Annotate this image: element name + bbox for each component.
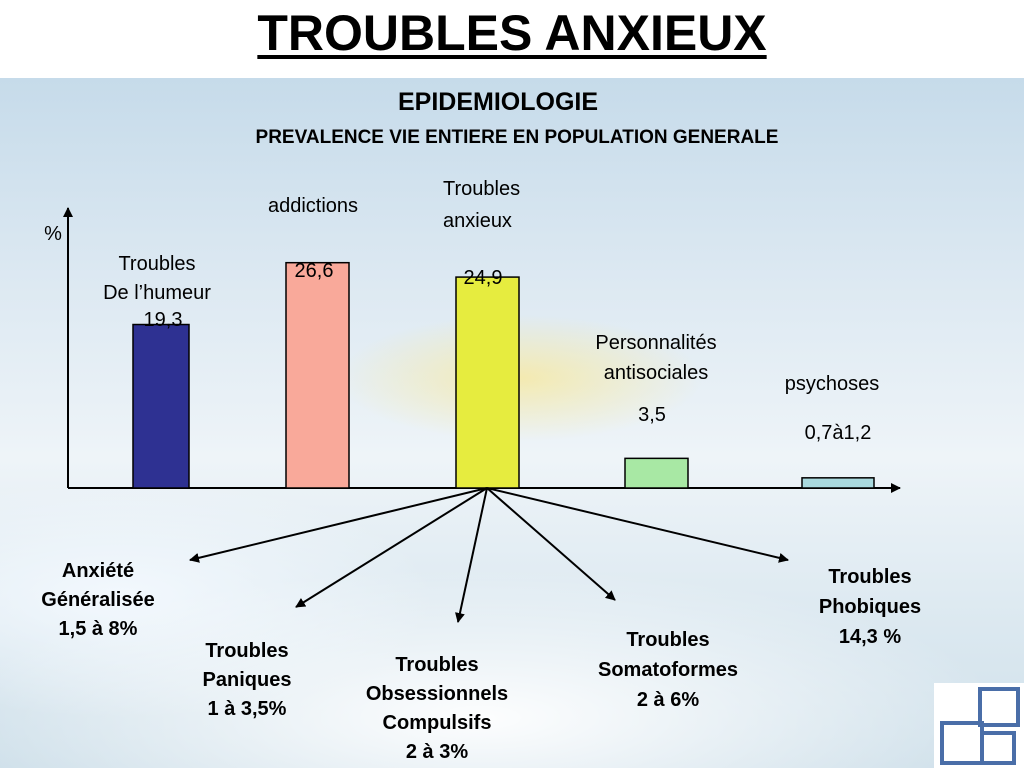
bar-2 — [285, 261, 350, 489]
breakdown-label-2: Paniques — [203, 669, 292, 691]
bar-5 — [801, 477, 875, 489]
breakdown-label-3: Obsessionnels — [366, 683, 508, 705]
bar-4 — [624, 457, 689, 489]
breakdown-label-3: Troubles — [395, 654, 478, 676]
breakdown-label-1: Généralisée — [41, 589, 154, 611]
breakdown-label-5: Phobiques — [819, 596, 921, 618]
breakdown-arrow-1 — [189, 487, 488, 563]
bar-1 — [132, 323, 190, 489]
breakdown-label-4: Troubles — [626, 629, 709, 651]
breakdown-label-2: Troubles — [205, 640, 288, 662]
breakdown-arrow-3 — [455, 487, 488, 623]
category-label-4: Personnalités — [595, 332, 716, 354]
value-label-5: 0,7à1,2 — [805, 422, 872, 444]
breakdown-label-3: 2 à 3% — [406, 741, 468, 763]
breakdown-label-1: 1,5 à 8% — [59, 618, 138, 640]
breakdown-label-1: Anxiété — [62, 560, 134, 582]
value-label-1: 19,3 — [144, 309, 183, 331]
breakdown-arrow-4 — [486, 487, 616, 601]
breakdown-label-5: 14,3 % — [839, 626, 901, 648]
category-label-1: De l’humeur — [103, 282, 211, 304]
value-label-3: 24,9 — [464, 267, 503, 289]
breakdown-label-2: 1 à 3,5% — [208, 698, 287, 720]
logo-icon — [934, 683, 1024, 768]
breakdown-label-5: Troubles — [828, 566, 911, 588]
value-label-4: 3,5 — [638, 404, 666, 426]
breakdown-label-3: Compulsifs — [383, 712, 492, 734]
subtitle: EPIDEMIOLOGIE — [397, 88, 599, 116]
category-label-5: psychoses — [785, 373, 880, 395]
subtitle-prevalence: PREVALENCE VIE ENTIERE EN POPULATION GEN… — [255, 127, 779, 148]
bar-3 — [455, 276, 520, 489]
category-label-3: anxieux — [443, 210, 512, 232]
category-label-4: antisociales — [604, 362, 709, 384]
category-label-3: Troubles — [443, 178, 520, 200]
page-title: TROUBLES ANXIEUX — [257, 5, 767, 61]
breakdown-arrow-2 — [295, 487, 488, 608]
value-label-2: 26,6 — [295, 260, 334, 282]
breakdown-label-4: 2 à 6% — [637, 689, 699, 711]
category-label-1: Troubles — [118, 253, 195, 275]
category-label-2: addictions — [268, 195, 358, 217]
breakdown-arrow-5 — [486, 487, 789, 563]
y-axis-label: % — [44, 223, 62, 245]
breakdown-label-4: Somatoformes — [598, 659, 738, 681]
